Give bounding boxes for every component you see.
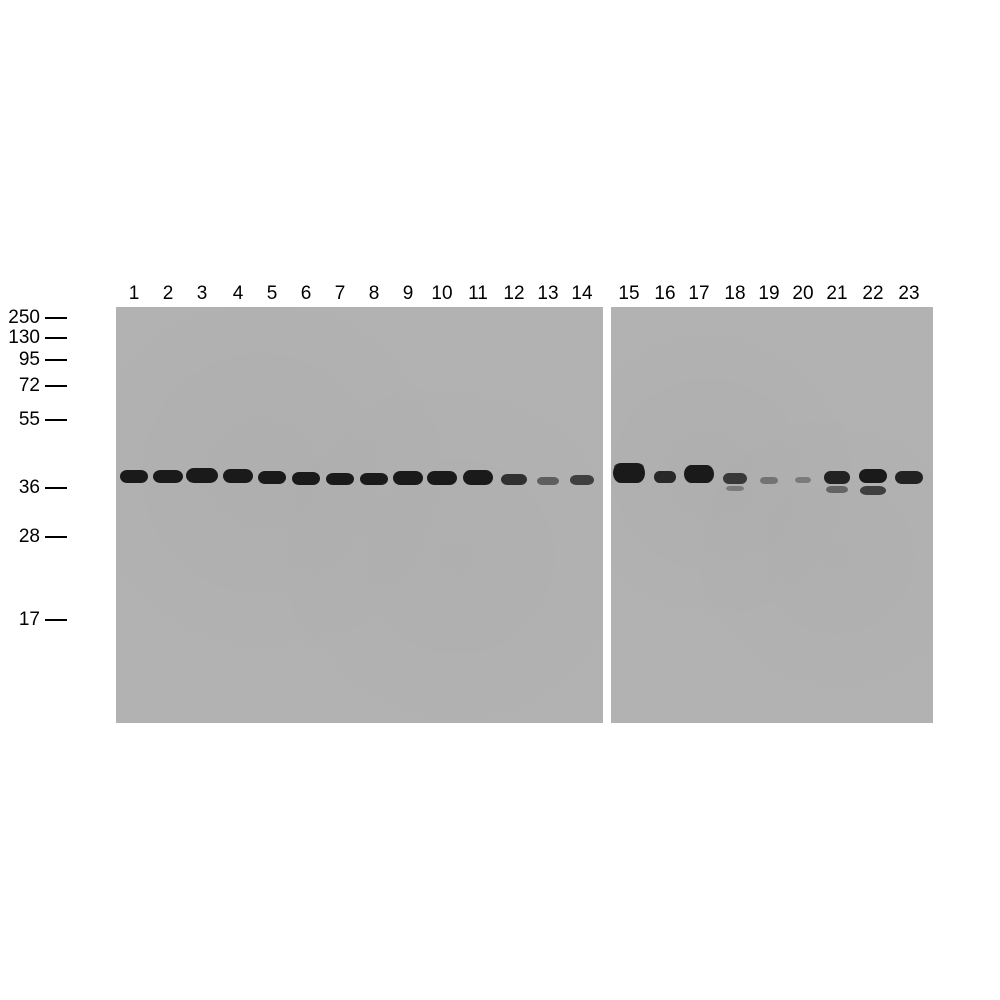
mw-marker-label: 28 (19, 526, 40, 548)
lane-label: 7 (335, 283, 346, 305)
mw-marker-label: 130 (8, 327, 40, 349)
lane-label: 11 (468, 283, 488, 305)
blot-panel-left (116, 307, 603, 723)
blot-band-secondary (826, 486, 848, 493)
lane-label: 21 (826, 283, 847, 305)
lane-label: 18 (724, 283, 745, 305)
blot-band (859, 469, 887, 483)
blot-band (326, 473, 354, 485)
blot-band (654, 471, 676, 483)
blot-band (292, 472, 320, 485)
blot-band (824, 471, 850, 484)
blot-band-secondary (860, 486, 886, 495)
blot-band (684, 465, 714, 483)
mw-marker-label: 17 (19, 609, 40, 631)
lane-label: 13 (537, 283, 558, 305)
molecular-weight-ladder: 250130957255362817 (60, 301, 110, 721)
blot-band (120, 470, 148, 483)
mw-marker-label: 55 (19, 409, 40, 431)
lane-label: 19 (758, 283, 779, 305)
blot-band (570, 475, 594, 485)
blot-band (760, 477, 778, 484)
lane-label: 6 (301, 283, 312, 305)
lane-label: 1 (129, 283, 140, 305)
blot-noise (116, 307, 603, 723)
blot-band (186, 468, 218, 483)
lane-label: 20 (792, 283, 813, 305)
lane-number-row: 1234567891011121314151617181920212223 (60, 283, 940, 305)
blot-band (427, 471, 457, 485)
lane-label: 14 (571, 283, 592, 305)
mw-marker-label: 72 (19, 375, 40, 397)
lane-label: 9 (403, 283, 414, 305)
blot-band (795, 477, 811, 483)
blot-band-secondary (614, 463, 644, 471)
mw-marker-tick (45, 487, 67, 489)
blot-band (723, 473, 747, 484)
blot-band (223, 469, 253, 483)
blot-band (393, 471, 423, 485)
blot-band (537, 477, 559, 485)
blot-band (463, 470, 493, 485)
lane-label: 22 (862, 283, 883, 305)
blot-panel-right (611, 307, 933, 723)
lane-label: 23 (898, 283, 919, 305)
lane-label: 5 (267, 283, 278, 305)
mw-marker-label: 36 (19, 477, 40, 499)
blot-band (258, 471, 286, 484)
lane-label: 8 (369, 283, 380, 305)
blot-band (153, 470, 183, 483)
mw-marker-tick (45, 619, 67, 621)
lane-label: 2 (163, 283, 174, 305)
blot-band (360, 473, 388, 485)
western-blot-figure: 1234567891011121314151617181920212223 25… (60, 283, 940, 733)
mw-marker-tick (45, 359, 67, 361)
mw-marker-tick (45, 419, 67, 421)
blot-band (895, 471, 923, 484)
blot-band (501, 474, 527, 485)
lane-label: 12 (503, 283, 524, 305)
mw-marker-label: 95 (19, 349, 40, 371)
mw-marker-tick (45, 317, 67, 319)
blot-band-secondary (726, 486, 744, 491)
mw-marker-tick (45, 337, 67, 339)
lane-label: 4 (233, 283, 244, 305)
mw-marker-label: 250 (8, 307, 40, 329)
lane-label: 17 (688, 283, 709, 305)
mw-marker-tick (45, 385, 67, 387)
mw-marker-tick (45, 536, 67, 538)
lane-label: 10 (431, 283, 452, 305)
blot-noise (611, 307, 933, 723)
lane-label: 15 (618, 283, 639, 305)
lane-label: 3 (197, 283, 208, 305)
lane-label: 16 (654, 283, 675, 305)
